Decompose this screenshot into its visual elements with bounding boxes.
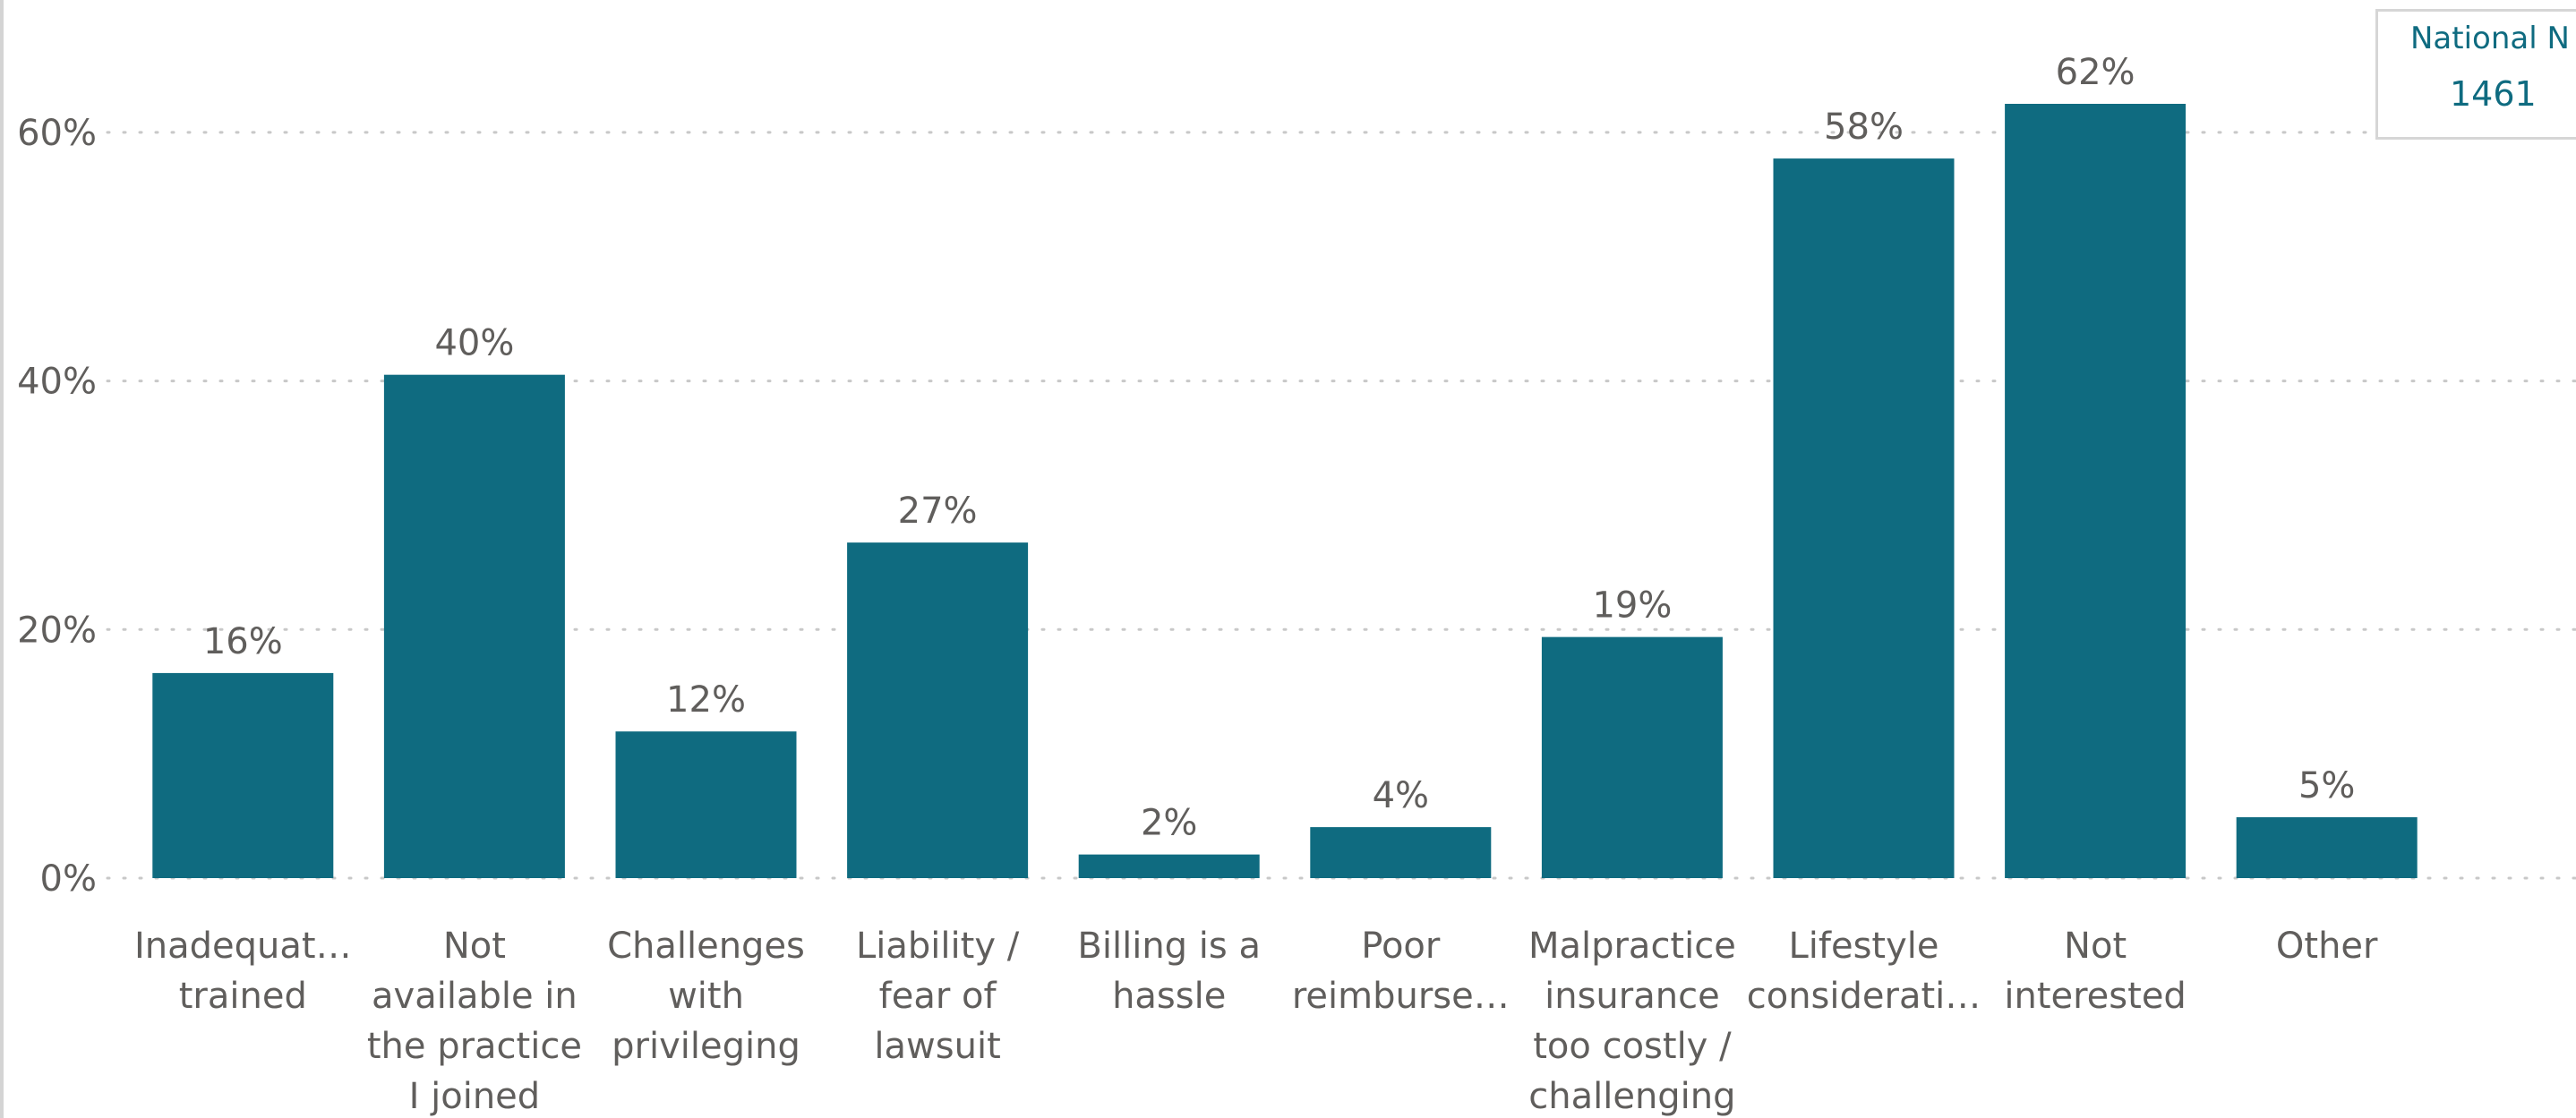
- card-label: National N: [2410, 21, 2570, 56]
- category-label-line: interested: [2004, 976, 2186, 1017]
- category-label-line: challenging: [1528, 1076, 1735, 1117]
- category-label: Poor reimburse…: [1292, 926, 1510, 1017]
- category-label-line: with: [668, 976, 744, 1017]
- bar: [847, 542, 1029, 878]
- data-label: 2%: [1141, 803, 1197, 844]
- category-label-line: too costly /: [1533, 1026, 1732, 1067]
- category-label: Not available in the practice I joined: [367, 926, 582, 1117]
- category-label-line: Malpractice: [1528, 926, 1736, 967]
- category-label-line: lawsuit: [874, 1026, 1000, 1067]
- data-label: 12%: [666, 679, 746, 721]
- bar: [1078, 854, 1260, 878]
- data-label: 5%: [2298, 765, 2355, 806]
- data-label: 16%: [203, 621, 283, 662]
- category-label: Challenges with privileging: [607, 926, 805, 1067]
- category-label-line: reimburse…: [1292, 976, 1510, 1017]
- category-label-line: trained: [179, 976, 307, 1017]
- card-value: 1461: [2450, 74, 2537, 114]
- data-label: 62%: [2056, 52, 2135, 93]
- category-label: Liability / fear of lawsuit: [856, 926, 1020, 1067]
- bar: [383, 374, 565, 879]
- data-labels: 16% 40% 12% 27% 2% 4% 19% 58% 62% 5%: [203, 52, 2356, 844]
- data-label: 27%: [898, 491, 978, 532]
- category-label-line: the practice: [367, 1026, 582, 1067]
- category-label-line: Not: [443, 926, 506, 967]
- bar: [1310, 827, 1492, 878]
- y-tick-label: 60%: [17, 113, 97, 154]
- bar: [2005, 104, 2187, 878]
- category-label-line: Challenges: [607, 926, 805, 967]
- category-label: Inadequat… trained: [134, 926, 352, 1017]
- category-label-line: Poor: [1361, 926, 1441, 967]
- data-label: 4%: [1373, 775, 1429, 816]
- bar: [1773, 158, 1955, 878]
- category-label-line: hassle: [1112, 976, 1226, 1017]
- y-tick-label: 0%: [40, 858, 97, 900]
- category-label: Malpractice insurance too costly / challeng…: [1528, 926, 1736, 1117]
- y-tick-label: 20%: [17, 610, 97, 651]
- y-tick-label: 40%: [17, 362, 97, 403]
- data-label: 58%: [1824, 107, 1904, 148]
- category-label-line: Other: [2276, 926, 2378, 967]
- category-label: Not interested: [2004, 926, 2186, 1017]
- category-label: Billing is a hassle: [1077, 926, 1261, 1017]
- category-label-line: Not: [2064, 926, 2127, 967]
- category-label-line: Billing is a: [1077, 926, 1261, 967]
- category-label-line: privileging: [612, 1026, 800, 1067]
- bars: [152, 104, 2418, 879]
- category-label-line: fear of: [879, 976, 997, 1017]
- category-label-line: I joined: [409, 1076, 541, 1117]
- bar: [2236, 816, 2418, 878]
- category-label-line: Lifestyle: [1788, 926, 1938, 967]
- bar: [152, 672, 334, 878]
- bar: [615, 731, 797, 878]
- category-label: Lifestyle considerati…: [1747, 926, 1981, 1017]
- y-axis-ticks: 0% 20% 40% 60%: [17, 113, 97, 900]
- category-label-line: considerati…: [1747, 976, 1981, 1017]
- bar: [1541, 636, 1723, 878]
- category-label-line: available in: [372, 976, 578, 1017]
- data-label: 40%: [434, 323, 514, 364]
- category-label-line: Inadequat…: [134, 926, 352, 967]
- category-labels: Inadequat… trained Not available in the prac…: [134, 926, 2378, 1117]
- category-label: Other: [2276, 926, 2378, 967]
- left-border: [0, 0, 4, 1118]
- category-label-line: insurance: [1545, 976, 1720, 1017]
- data-label: 19%: [1592, 585, 1672, 627]
- national-n-card: National N 1461: [2375, 9, 2576, 140]
- category-label-line: Liability /: [856, 926, 1020, 967]
